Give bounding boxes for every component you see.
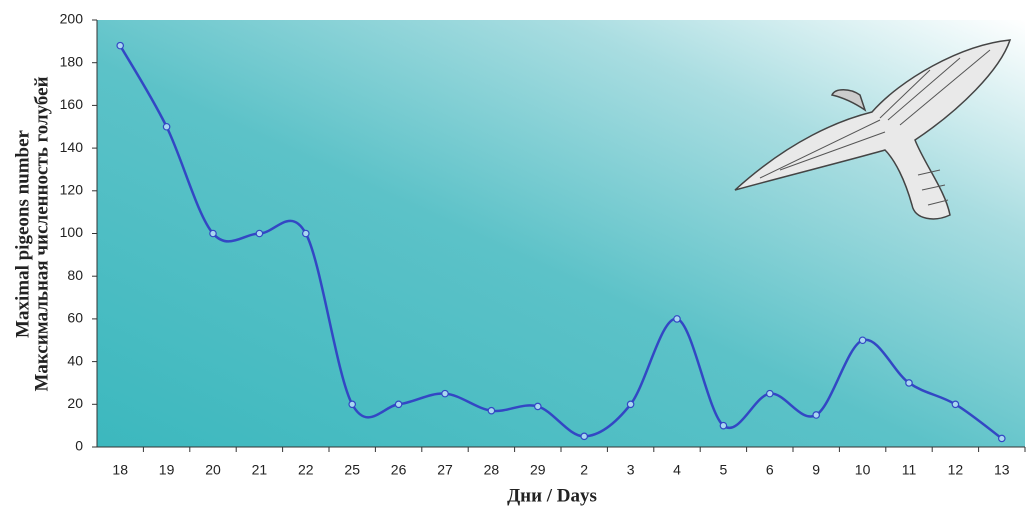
data-point (442, 390, 448, 396)
x-tick-label: 13 (994, 462, 1010, 478)
x-tick-label: 26 (391, 462, 407, 478)
x-tick-label: 5 (720, 462, 728, 478)
chart: Дни / Days Maximal pigeons number Максим… (0, 0, 1026, 511)
y-tick-label: 160 (60, 96, 84, 112)
y-axis-title: Максимальная численность голубей (31, 76, 52, 391)
plot-area (97, 20, 1025, 447)
x-tick-label: 27 (437, 462, 453, 478)
y-tick-label: 20 (67, 395, 83, 411)
data-point (952, 401, 958, 407)
x-tick-label: 3 (627, 462, 635, 478)
data-point (581, 433, 587, 439)
y-tick-label: 140 (60, 139, 84, 155)
data-point (999, 435, 1005, 441)
x-axis-title: Дни / Days (507, 485, 597, 506)
x-tick-label: 11 (902, 462, 917, 478)
data-point (117, 42, 123, 48)
x-tick-label: 22 (298, 462, 314, 478)
y-tick-label: 100 (60, 224, 84, 240)
y-tick-label: 120 (60, 182, 84, 198)
data-point (720, 422, 726, 428)
data-point (674, 316, 680, 322)
data-point (349, 401, 355, 407)
data-point (256, 230, 262, 236)
y-tick-label: 80 (67, 267, 83, 283)
x-tick-label: 4 (673, 462, 681, 478)
y-tick-label: 200 (60, 11, 84, 27)
data-point (767, 390, 773, 396)
data-point (163, 124, 169, 130)
data-point (488, 408, 494, 414)
x-tick-label: 20 (205, 462, 221, 478)
x-tick-label: 29 (530, 462, 546, 478)
x-tick-label: 25 (344, 462, 360, 478)
y-tick-label: 180 (60, 53, 84, 69)
y-tick-label: 40 (67, 352, 83, 368)
y-tick-label: 60 (67, 310, 83, 326)
x-tick-label: 19 (159, 462, 175, 478)
data-point (535, 403, 541, 409)
x-tick-label: 18 (112, 462, 128, 478)
x-tick-label: 6 (766, 462, 774, 478)
x-tick-label: 2 (580, 462, 588, 478)
data-point (395, 401, 401, 407)
data-point (906, 380, 912, 386)
data-point (813, 412, 819, 418)
x-tick-label: 12 (948, 462, 964, 478)
x-tick-label: 21 (252, 462, 268, 478)
x-tick-label: 9 (812, 462, 820, 478)
x-tick-label: 10 (855, 462, 871, 478)
data-point (859, 337, 865, 343)
x-tick-label: 28 (484, 462, 500, 478)
y-tick-label: 0 (75, 438, 83, 454)
data-point (627, 401, 633, 407)
data-point (303, 230, 309, 236)
y-axis-title: Maximal pigeons number (12, 129, 33, 338)
data-point (210, 230, 216, 236)
